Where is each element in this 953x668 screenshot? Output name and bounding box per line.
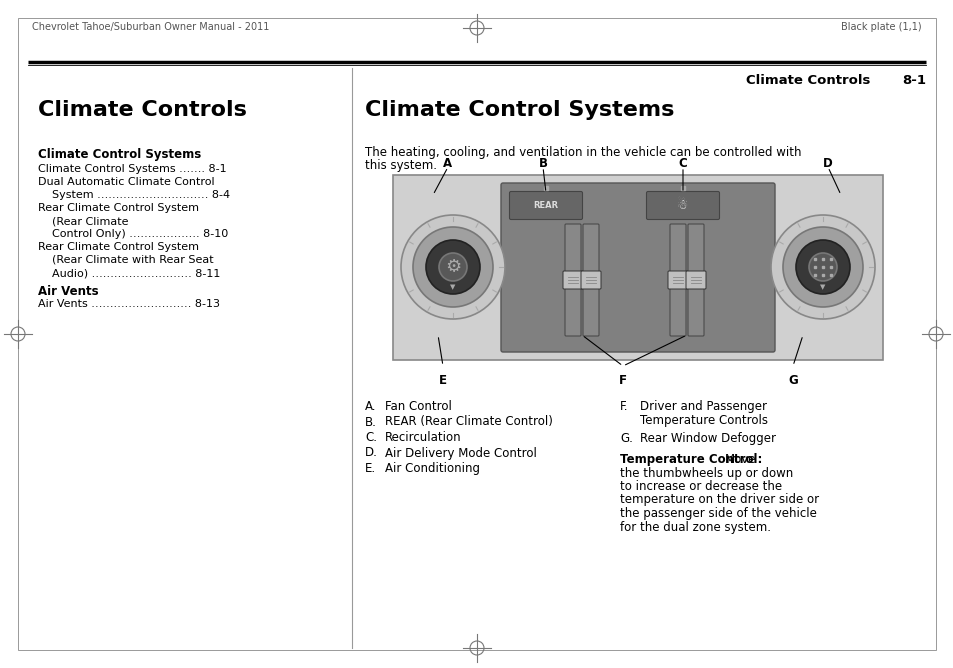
- FancyBboxPatch shape: [685, 271, 705, 289]
- Circle shape: [426, 240, 479, 294]
- Text: ☃: ☃: [677, 199, 688, 212]
- Text: D: D: [822, 157, 832, 170]
- Text: Climate Controls: Climate Controls: [745, 74, 869, 87]
- Text: Rear Climate Control System: Rear Climate Control System: [38, 242, 199, 252]
- FancyBboxPatch shape: [687, 224, 703, 336]
- Text: Chevrolet Tahoe/Suburban Owner Manual - 2011: Chevrolet Tahoe/Suburban Owner Manual - …: [32, 22, 269, 32]
- Text: Recirculation: Recirculation: [385, 431, 461, 444]
- Text: the passenger side of the vehicle: the passenger side of the vehicle: [619, 507, 816, 520]
- Text: (Rear Climate with Rear Seat: (Rear Climate with Rear Seat: [52, 255, 213, 265]
- Text: Climate Control Systems: Climate Control Systems: [38, 148, 201, 161]
- Text: temperature on the driver side or: temperature on the driver side or: [619, 494, 819, 506]
- Text: Black plate (1,1): Black plate (1,1): [841, 22, 921, 32]
- Text: E.: E.: [365, 462, 375, 475]
- Circle shape: [438, 253, 467, 281]
- Text: Temperature Controls: Temperature Controls: [639, 414, 767, 427]
- Text: G.: G.: [619, 432, 632, 445]
- Text: C.: C.: [365, 431, 376, 444]
- Text: to increase or decrease the: to increase or decrease the: [619, 480, 781, 493]
- Circle shape: [413, 227, 493, 307]
- Text: A: A: [443, 157, 452, 170]
- Text: REAR: REAR: [533, 201, 558, 210]
- Text: Climate Controls: Climate Controls: [38, 100, 247, 120]
- Text: System ………………………… 8-4: System ………………………… 8-4: [52, 190, 230, 200]
- Circle shape: [782, 227, 862, 307]
- Text: Temperature Control:: Temperature Control:: [619, 453, 761, 466]
- Text: E: E: [438, 374, 447, 387]
- Text: The heating, cooling, and ventilation in the vehicle can be controlled with: The heating, cooling, and ventilation in…: [365, 146, 801, 159]
- Text: Rear Climate Control System: Rear Climate Control System: [38, 203, 199, 213]
- Text: C: C: [678, 157, 687, 170]
- Text: for the dual zone system.: for the dual zone system.: [619, 520, 770, 534]
- Text: the thumbwheels up or down: the thumbwheels up or down: [619, 466, 792, 480]
- FancyBboxPatch shape: [509, 192, 582, 220]
- FancyBboxPatch shape: [500, 183, 774, 352]
- FancyBboxPatch shape: [562, 271, 582, 289]
- FancyBboxPatch shape: [580, 271, 600, 289]
- Text: (Rear Climate: (Rear Climate: [52, 216, 129, 226]
- Text: Audio) ……………………… 8-11: Audio) ……………………… 8-11: [52, 268, 220, 278]
- Text: F: F: [618, 374, 626, 387]
- FancyBboxPatch shape: [646, 192, 719, 220]
- Text: B.: B.: [365, 415, 376, 428]
- Text: Driver and Passenger: Driver and Passenger: [639, 400, 766, 413]
- Text: Control Only) ………………. 8-10: Control Only) ………………. 8-10: [52, 229, 228, 239]
- FancyBboxPatch shape: [564, 224, 580, 336]
- Text: Air Vents: Air Vents: [38, 285, 98, 298]
- Text: ▼: ▼: [450, 284, 456, 290]
- Circle shape: [795, 240, 849, 294]
- Text: Move: Move: [724, 453, 756, 466]
- FancyBboxPatch shape: [667, 271, 687, 289]
- Text: G: G: [787, 374, 797, 387]
- Text: Fan Control: Fan Control: [385, 400, 452, 413]
- FancyBboxPatch shape: [582, 224, 598, 336]
- Text: F.: F.: [619, 400, 628, 413]
- Text: REAR (Rear Climate Control): REAR (Rear Climate Control): [385, 415, 553, 428]
- Text: this system.: this system.: [365, 159, 436, 172]
- FancyBboxPatch shape: [669, 224, 685, 336]
- Text: Air Vents ……………………… 8-13: Air Vents ……………………… 8-13: [38, 299, 220, 309]
- Text: Dual Automatic Climate Control: Dual Automatic Climate Control: [38, 177, 214, 187]
- Circle shape: [770, 215, 874, 319]
- Text: D.: D.: [365, 446, 377, 460]
- Text: Air Delivery Mode Control: Air Delivery Mode Control: [385, 446, 537, 460]
- Circle shape: [808, 253, 836, 281]
- Text: ▼: ▼: [820, 284, 825, 290]
- Text: B: B: [537, 157, 547, 170]
- FancyBboxPatch shape: [393, 175, 882, 360]
- Circle shape: [400, 215, 504, 319]
- Text: ⚙: ⚙: [444, 258, 460, 276]
- Text: Air Conditioning: Air Conditioning: [385, 462, 479, 475]
- Text: A.: A.: [365, 400, 376, 413]
- Text: 8-1: 8-1: [901, 74, 925, 87]
- Text: Rear Window Defogger: Rear Window Defogger: [639, 432, 775, 445]
- Text: Climate Control Systems: Climate Control Systems: [365, 100, 674, 120]
- Text: Climate Control Systems ……. 8-1: Climate Control Systems ……. 8-1: [38, 164, 227, 174]
